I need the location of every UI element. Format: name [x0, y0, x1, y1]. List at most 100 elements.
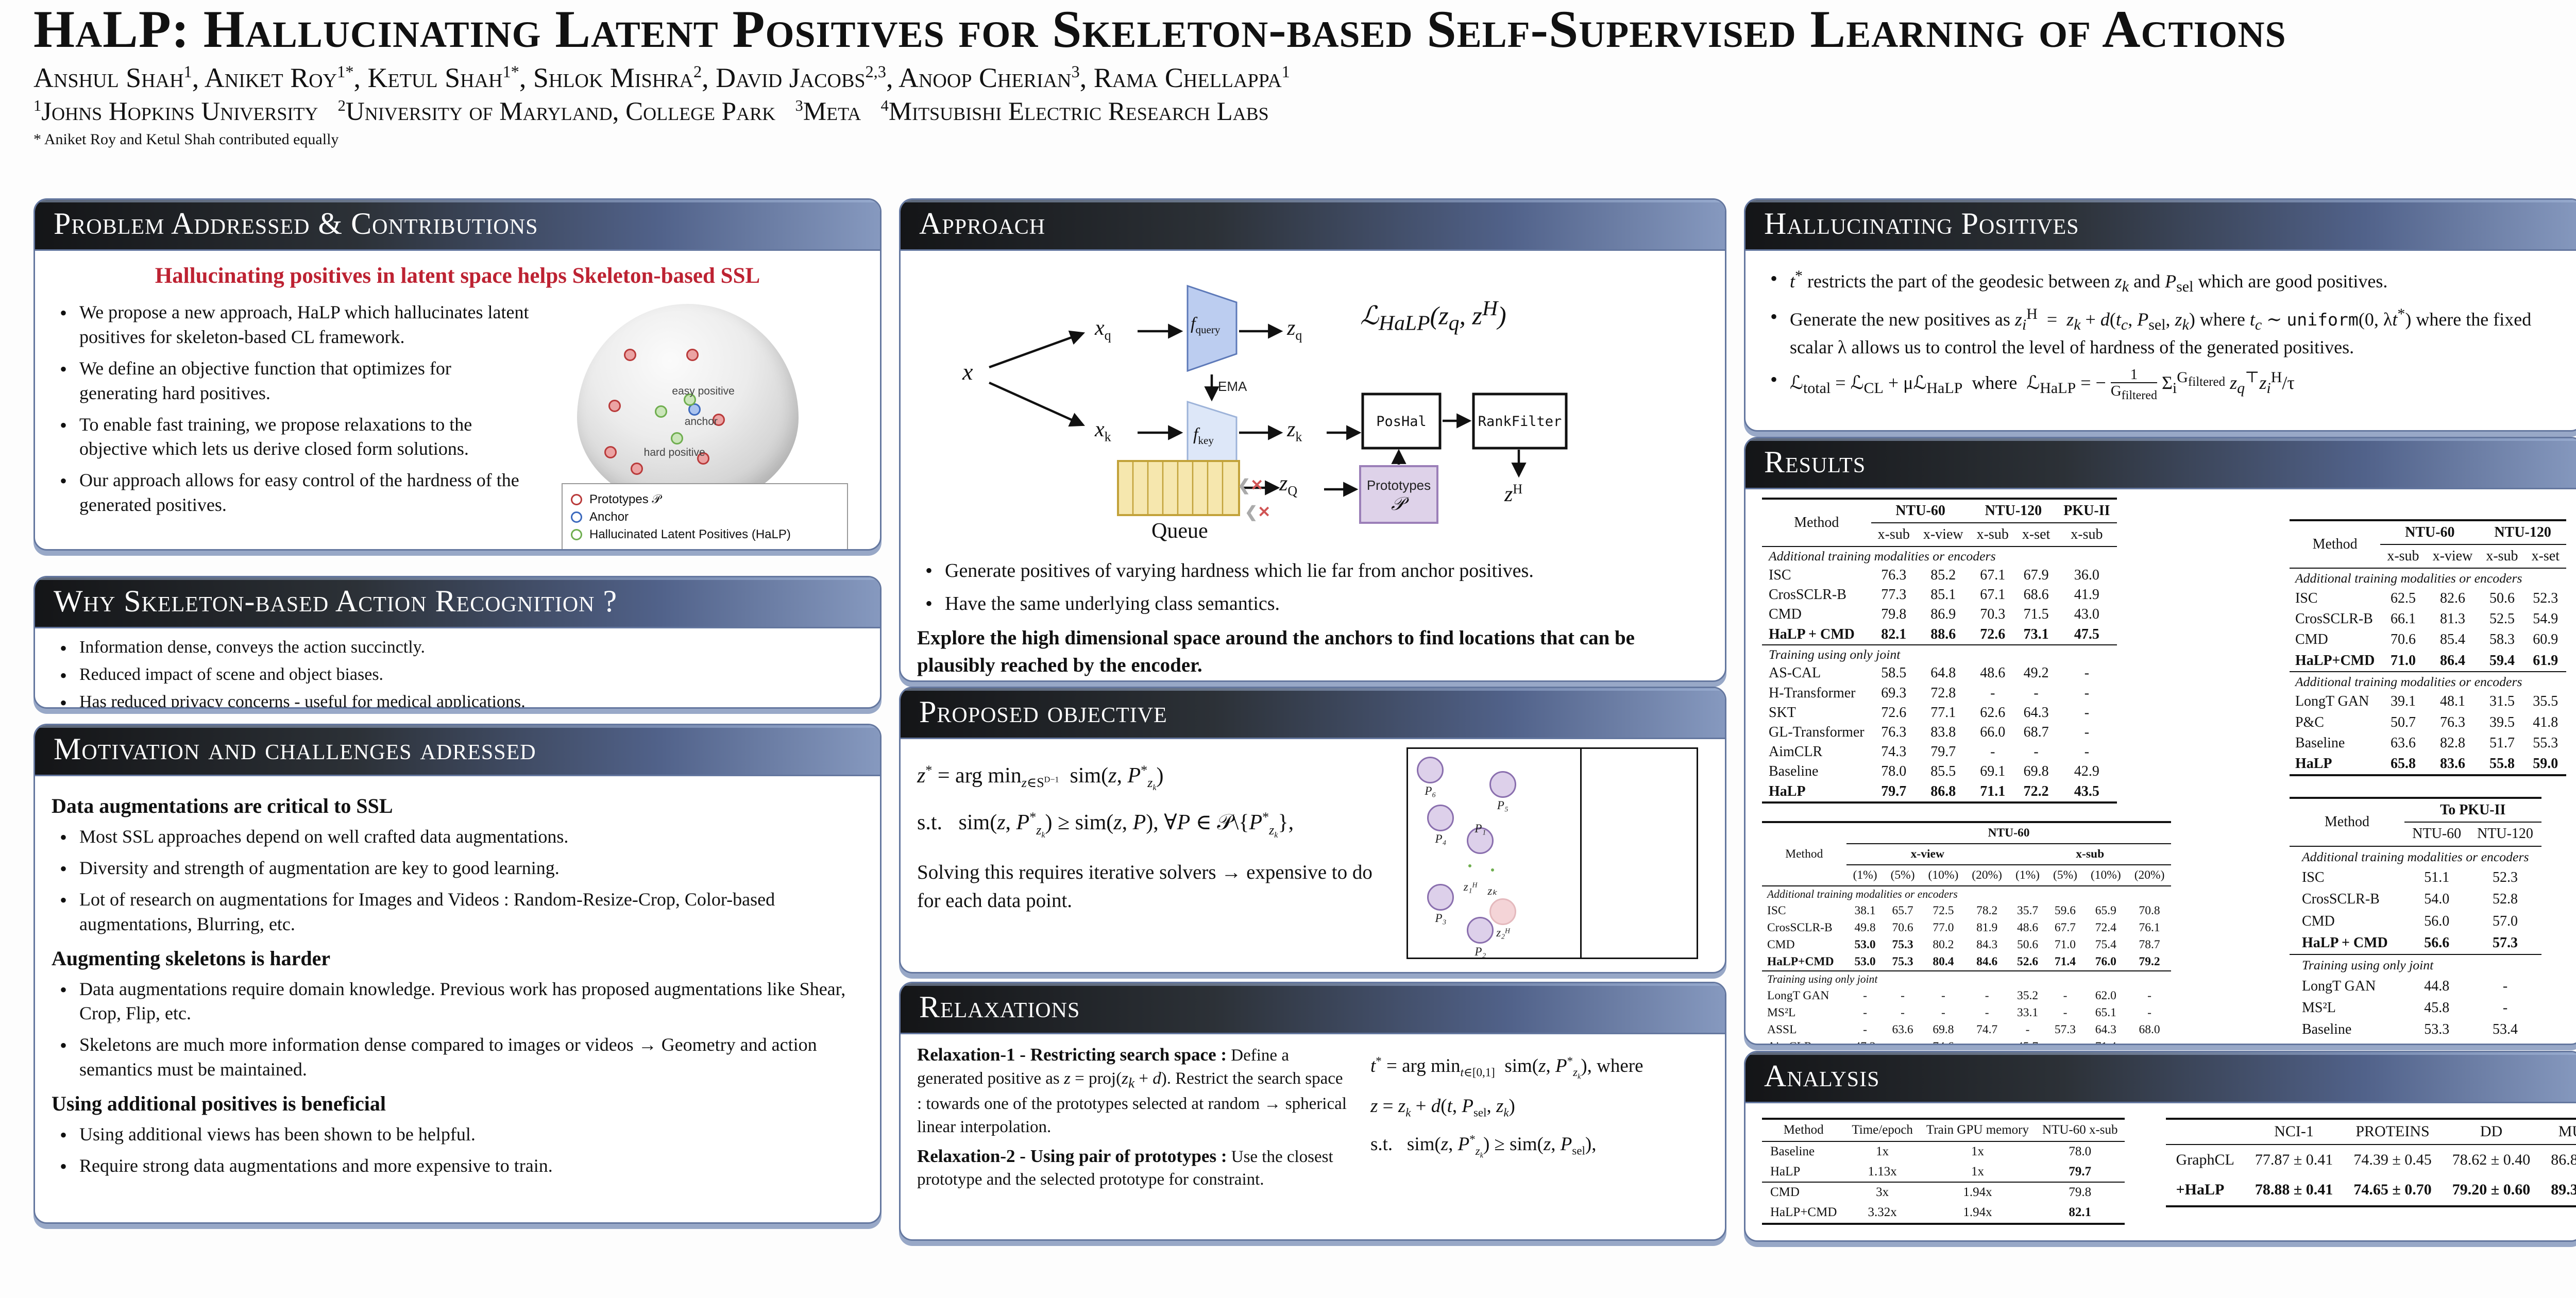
legend-item: Anchor — [571, 510, 839, 524]
prototypes-box-shape — [1359, 465, 1438, 524]
section-header-approach: Approach — [901, 200, 1725, 251]
objective-eq2: s.t. sim(z, P*zk) ≥ sim(z, P), ∀P ∈ 𝒫\{P… — [917, 810, 1294, 840]
highlight-statement: Hallucinating positives in latent space … — [155, 264, 760, 288]
results-table-linear-eval: Method NTU-60 NTU-120 PKU-II x-sub x-view x-su… — [1762, 498, 2117, 804]
bullet-item: To enable fast training, we propose rela… — [52, 412, 531, 462]
bullet-item: Our approach allows for easy control of … — [52, 467, 531, 518]
section-hallucinating: Hallucinating Positives t* restricts the… — [1744, 198, 2576, 432]
section-approach: Approach — [899, 198, 1726, 682]
xq-label: xq — [1095, 316, 1111, 343]
poshal-label: PosHal — [1376, 414, 1427, 430]
red-point — [713, 414, 725, 426]
legend-label: Anchor — [589, 510, 629, 524]
section-why-skeleton: Why Skeleton-based Action Recognition ? … — [33, 576, 882, 709]
bullet-item: Diversity and strength of augmentation a… — [52, 855, 863, 882]
zk-label: zk — [1287, 418, 1302, 445]
objective-eq1: z* = arg minz∈SD−1 sim(z, P*zk) — [917, 763, 1164, 793]
point-label: anchor — [684, 416, 718, 428]
purple-point — [1417, 756, 1444, 783]
prototypes-label: Prototypes — [1366, 477, 1431, 493]
prototype-scatter: P₆ P₅ P₄ P₁ z₁ᴴ zₖ P₃ z₂ᴴ P₂ — [1408, 749, 1580, 958]
bullet-item: We define an objective function that opt… — [52, 355, 531, 406]
stop-gradient-icon: ❮✕ — [1238, 477, 1264, 494]
point-label: P₄ — [1435, 832, 1447, 845]
bullet-item: We propose a new approach, HaLP which ha… — [52, 299, 531, 350]
red-point — [624, 348, 637, 361]
green-point — [1490, 868, 1494, 872]
point-label: P₃ — [1435, 911, 1447, 925]
latent-sphere: easy positive anchor hard positive — [577, 304, 799, 507]
motivation-bullets: Most SSL approaches depend on well craft… — [52, 824, 863, 937]
point-label: P₅ — [1497, 799, 1509, 812]
author-list: Anshul Shah1, Aniket Roy1*, Ketul Shah1*… — [33, 62, 1290, 94]
bullet-item: Data augmentations require domain knowle… — [52, 976, 863, 1027]
point-label: easy positive — [672, 385, 735, 397]
poshal-box-shape — [1361, 392, 1442, 450]
legend-item: Prototypes 𝒫 — [571, 492, 839, 507]
results-table-semi-supervised: Method NTU-60 x-view x-sub (1%) (5%) (10%) (20%… — [1762, 821, 2172, 1044]
masthead: HaLP: Hallucinating Latent Positives for… — [33, 2, 2573, 148]
prototype-dot-icon — [571, 494, 582, 505]
red-point — [631, 462, 643, 475]
red-point — [608, 399, 621, 412]
point-label: P₁ — [1475, 822, 1486, 835]
latent-sphere-figure: easy positive anchor hard positive Prototy… — [541, 294, 850, 549]
purple-point — [1467, 917, 1494, 944]
green-point — [684, 393, 697, 406]
purple-point — [1427, 883, 1454, 911]
section-header-results: Results — [1745, 438, 2576, 489]
bullet-item: Information dense, conveys the action su… — [52, 635, 863, 662]
motivation-bullets: Using additional views has been shown to… — [52, 1121, 863, 1180]
ema-label: EMA — [1218, 379, 1247, 394]
point-label: z₂ᴴ — [1496, 926, 1510, 940]
xk-label: xk — [1095, 418, 1111, 445]
motivation-subhead: Using additional positives is beneficial — [52, 1092, 386, 1115]
point-label: zₖ — [1487, 884, 1498, 898]
motivation-subhead: Data augmentations are critical to SSL — [52, 794, 393, 817]
results-table-transfer-pku: Method To PKU-II NTU-60 NTU-120 Additional t… — [2289, 797, 2541, 1044]
rankfilter-box-shape — [1472, 392, 1568, 450]
affiliations: 1Johns Hopkins University 2University of… — [33, 97, 1269, 127]
analysis-table-graph-ssl: NCI-1PROTEINSDDMUTAGGraphCL77.87 ± 0.417… — [2165, 1118, 2576, 1207]
bullet-item: Generate positives of varying hardness w… — [917, 557, 1708, 584]
section-analysis: Analysis Method Time/epoch Train GPU memor… — [1744, 1051, 2576, 1242]
purple-point — [1427, 804, 1454, 831]
green-point — [1468, 864, 1472, 867]
halp-loss-label: ℒHaLP(zq, zH) — [1360, 297, 1506, 335]
bullet-item: Lot of research on augmentations for Ima… — [52, 886, 863, 937]
hallucinating-bullets: t* restricts the part of the geodesic be… — [1762, 265, 2566, 402]
anchor-dot-icon — [571, 511, 582, 523]
relaxation2-title: Relaxation-2 - Using pair of prototypes … — [917, 1146, 1227, 1166]
point-label: z₁ᴴ — [1463, 880, 1477, 894]
point-label: P₂ — [1475, 945, 1486, 958]
approach-key-statement: Explore the high dimensional space aroun… — [917, 627, 1635, 676]
section-contributions: Problem Addressed & Contributions Halluc… — [33, 198, 882, 551]
relaxation2-text: Use the closest prototype and the select… — [917, 1147, 1333, 1189]
bullet-item: Reduced impact of scene and object biase… — [52, 662, 863, 689]
similarity-histograms — [1580, 749, 1697, 958]
sphere-legend: Prototypes 𝒫 Anchor Hallucinated Latent … — [562, 483, 848, 549]
prototypes-symbol: 𝒫 — [1391, 493, 1404, 514]
approach-bullets: Generate positives of varying hardness w… — [917, 557, 1708, 617]
legend-label: Prototypes 𝒫 — [589, 492, 661, 506]
section-header-motivation: Motivation and challenges adressed — [35, 725, 880, 776]
poster-title: HaLP: Hallucinating Latent Positives for… — [33, 0, 2286, 59]
results-table-finetune: Method NTU-60 NTU-120 x-sub x-view x-sub x-set… — [2289, 519, 2566, 777]
section-relaxations: Relaxations Relaxation-1 - Restricting s… — [899, 982, 1726, 1241]
bullet-item: Most SSL approaches depend on well craft… — [52, 824, 863, 851]
legend-item: Hallucinated Latent Positives (HaLP) — [571, 527, 839, 542]
bullet-item: Generate the new positives as ziH = zk +… — [1762, 303, 2566, 360]
objective-note: Solving this requires iterative solvers … — [917, 861, 1372, 912]
bullet-item: Have the same underlying class semantics… — [917, 590, 1708, 617]
section-header-relaxations: Relaxations — [901, 983, 1725, 1034]
section-motivation: Motivation and challenges adressed Data … — [33, 724, 882, 1224]
diagram-canvas — [989, 284, 1568, 524]
relaxation-eq1: t* = arg mint∈[0,1] sim(z, P*zk), where — [1370, 1054, 1643, 1081]
equal-contribution-footnote: * Aniket Roy and Ketul Shah contributed … — [33, 131, 339, 148]
section-objective: Proposed objective z* = arg minz∈SD−1 si… — [899, 687, 1726, 973]
section-header-hallucinating: Hallucinating Positives — [1745, 200, 2576, 251]
red-point — [604, 446, 617, 459]
point-label: P₆ — [1425, 784, 1436, 797]
analysis-table-cost: Method Time/epoch Train GPU memory NTU-60 x… — [1762, 1118, 2125, 1225]
